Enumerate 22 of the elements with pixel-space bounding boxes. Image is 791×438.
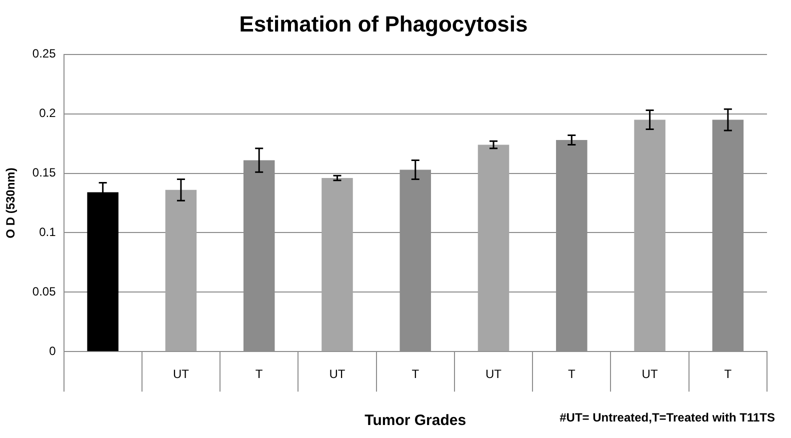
x-tick-label: T xyxy=(412,367,420,382)
x-tick-label: T xyxy=(724,367,732,382)
chart-title: Estimation of Phagocytosis xyxy=(239,11,528,36)
bar xyxy=(322,178,353,352)
y-tick-label: 0.1 xyxy=(39,225,56,240)
y-tick-label: 0.2 xyxy=(39,106,56,120)
x-tick-label: UT xyxy=(642,367,658,382)
x-axis-title: Tumor Grades xyxy=(364,412,466,430)
y-tick-label: 0.25 xyxy=(32,46,56,61)
x-tick-label: T xyxy=(255,367,264,382)
bar xyxy=(634,120,666,352)
bar xyxy=(478,144,510,352)
y-tick-label: 0.15 xyxy=(32,166,56,180)
x-tick-label: T xyxy=(568,367,576,382)
text: #UT= Untreated,T=Treated with T11TS xyxy=(560,410,775,424)
y-axis-title: O D (530nm) xyxy=(4,168,18,238)
y-tick-label: 0.05 xyxy=(32,284,56,298)
y-tick-label: 0 xyxy=(49,344,56,358)
x-tick-label: UT xyxy=(172,367,190,382)
x-tick-label: UT xyxy=(329,367,346,382)
x-tick-label: UT xyxy=(486,367,502,382)
bar xyxy=(165,190,197,352)
